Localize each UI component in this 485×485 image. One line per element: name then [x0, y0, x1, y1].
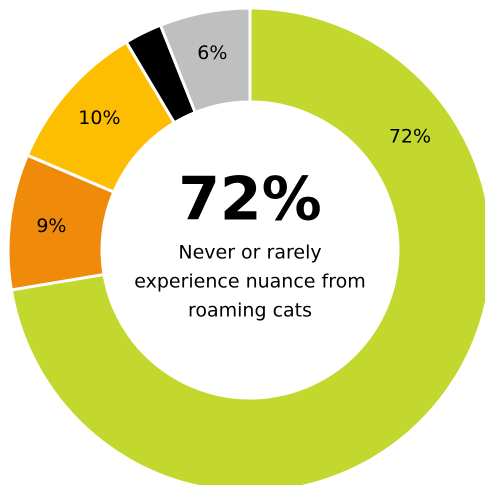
center-caption-line-2: experience nuance from — [134, 271, 366, 293]
donut-slice-4 — [158, 6, 252, 115]
slice-labels-layer: 72% 9% 10% 6% — [36, 42, 431, 237]
center-caption-line-1: Never or rarely — [178, 242, 321, 264]
center-caption-line-3: roaming cats — [188, 300, 312, 322]
slice-label-4: 6% — [197, 42, 227, 64]
slice-label-1: 9% — [36, 215, 66, 237]
slice-label-2: 10% — [78, 107, 120, 129]
slices-layer — [6, 6, 485, 485]
donut-slice-0 — [9, 6, 485, 485]
slice-label-0: 72% — [389, 125, 431, 147]
center-headline: 72% — [178, 165, 322, 235]
